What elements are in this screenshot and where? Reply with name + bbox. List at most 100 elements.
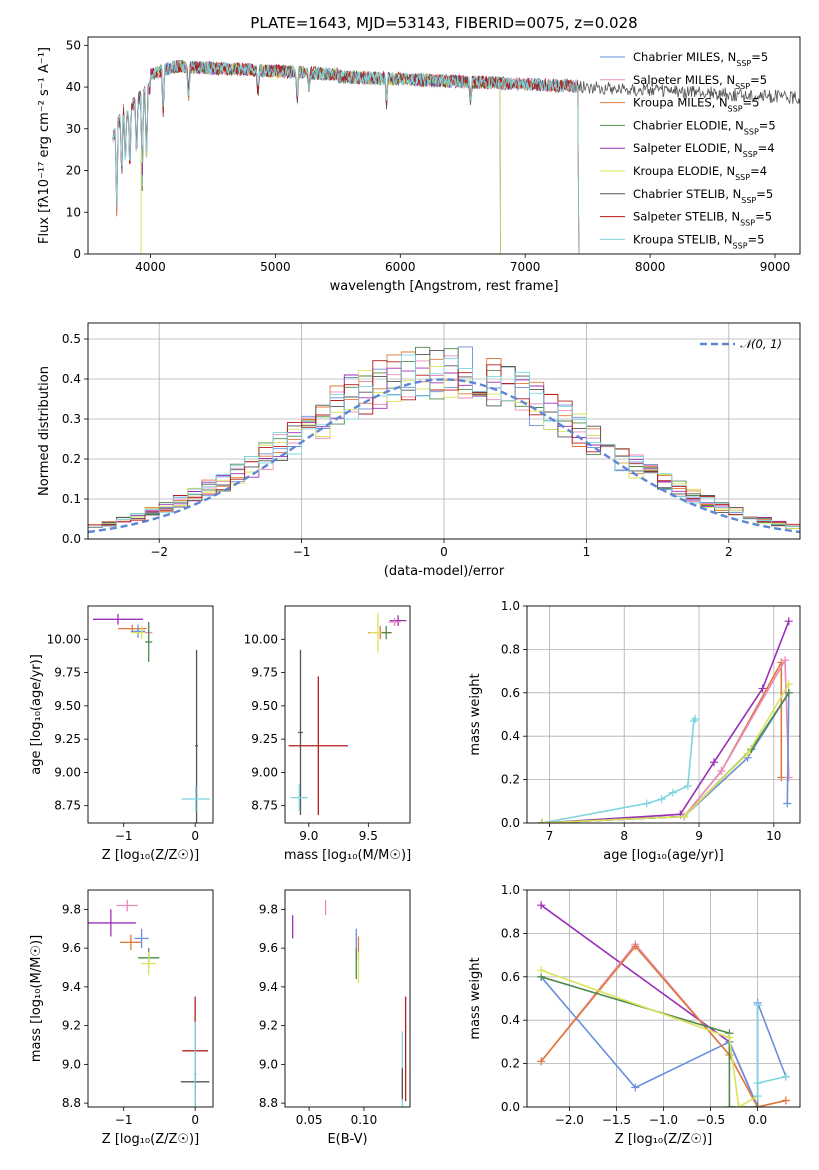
- errorbar-point-3: [130, 624, 146, 638]
- y-tick-label: 0.2: [501, 773, 520, 787]
- y-axis-label: Flux [fλ10⁻¹⁷ erg cm⁻² s⁻¹ A⁻¹]: [37, 47, 52, 244]
- legend-entry-sub: SSP: [743, 150, 758, 159]
- errorbar-point-5: [381, 625, 391, 640]
- y-axis-label: Normed distribution: [37, 366, 52, 496]
- legend-entry-main: Chabrier STELIB, N: [633, 187, 741, 201]
- weight-marker: [777, 773, 786, 782]
- y-tick-label: 0.0: [501, 816, 520, 830]
- y-tick-label: 9.2: [259, 1019, 278, 1033]
- weight-marker: [631, 1083, 640, 1092]
- weight-line-7: [756, 1005, 787, 1097]
- x-axis-label: age [log₁₀(age/yr)]: [603, 848, 724, 863]
- x-tick-label: 9000: [760, 260, 791, 274]
- errorbar-point-7: [298, 649, 303, 816]
- errorbar-point-8: [181, 785, 211, 813]
- weight-line-7: [541, 683, 790, 823]
- x-tick-label: −0.5: [696, 1113, 725, 1127]
- legend-entry-5: Salpeter ELODIE, NSSP=4: [633, 141, 775, 159]
- legend-entry-tail: =4: [750, 164, 767, 178]
- x-tick-label: 9: [695, 829, 703, 843]
- weight-marker: [781, 1096, 790, 1105]
- x-tick-label: 10: [766, 829, 781, 843]
- histogram-7: [88, 349, 800, 528]
- y-axis-label: mass weight: [468, 673, 483, 755]
- legend-entry-sub: SSP: [744, 127, 759, 136]
- y-tick-label: 9.8: [259, 902, 278, 916]
- x-tick-label: −2: [150, 545, 168, 559]
- legend-entry-normal: 𝒩(0, 1): [740, 337, 782, 351]
- legend-entry-2: Salpeter MILES, NSSP=5: [633, 73, 767, 91]
- legend-entry-1: Chabrier MILES, NSSP=5: [633, 50, 768, 68]
- plot-area-6: [88, 899, 210, 1107]
- weight-line-6: [540, 969, 758, 1107]
- y-tick-label: 0.3: [62, 412, 81, 426]
- x-tick-label: 0: [440, 545, 448, 559]
- x-tick-label: −1.0: [649, 1113, 678, 1127]
- y-tick-label: 0.4: [62, 372, 81, 386]
- weight-line-2: [540, 976, 787, 1107]
- spectrum-line-6: [137, 60, 501, 254]
- weight-marker: [781, 1072, 790, 1081]
- legend-entry-tail: =5: [750, 73, 767, 87]
- y-axis-label: age [log₁₀(age/yr)]: [29, 654, 44, 775]
- axes-frame: [87, 605, 214, 824]
- y-tick-label: 9.25: [54, 732, 81, 746]
- y-tick-label: 1.0: [501, 599, 520, 613]
- legend-entry-tail: =5: [751, 50, 768, 64]
- errorbar-point-1: [88, 909, 136, 937]
- panel-2: −2 −1 0 1 2 0.0 0.1 0.2 0.3 0.4 0.5 (data-model)/er…: [37, 322, 801, 579]
- y-tick-label: 0.0: [62, 532, 81, 546]
- legend-entry-sub: SSP: [736, 59, 751, 68]
- legend-entry-tail: =5: [743, 96, 760, 110]
- spectrum-line-9: [112, 60, 580, 254]
- weight-marker: [668, 788, 677, 797]
- y-tick-label: 0.4: [501, 729, 520, 743]
- panel-4: 9.0 9.5 8.75 9.00 9.25 9.50 9.75 10.00 mass [log…: [244, 605, 411, 863]
- y-tick-label: 0.2: [62, 452, 81, 466]
- weight-marker: [537, 966, 546, 975]
- legend-entry-main: Salpeter ELODIE, N: [633, 141, 743, 155]
- y-tick-label: 9.4: [259, 980, 278, 994]
- plot-area-2: [88, 346, 800, 534]
- legend-entry-main: Kroupa ELODIE, N: [633, 164, 735, 178]
- y-tick-label: 9.00: [251, 765, 278, 779]
- y-tick-label: 50: [66, 38, 81, 52]
- y-tick-label: 9.75: [251, 666, 278, 680]
- weight-marker: [784, 688, 793, 697]
- weight-marker: [683, 782, 692, 791]
- y-tick-label: 9.50: [251, 699, 278, 713]
- panel-1: 4000 5000 6000 7000 8000 9000 0 10 20 30 40 50 wavel…: [37, 14, 801, 294]
- y-tick-label: 0.1: [62, 492, 81, 506]
- panel-6: −1 0 8.8 9.0 9.2 9.4 9.6 9.8 Z [log₁₀(Z/Z☉)] mass…: [29, 889, 214, 1147]
- legend-entry-4: Chabrier ELODIE, NSSP=5: [633, 118, 776, 136]
- y-tick-label: 10.00: [244, 632, 278, 646]
- x-tick-label: −2.0: [555, 1113, 584, 1127]
- y-tick-label: 9.00: [54, 765, 81, 779]
- plot-area-4: [288, 612, 407, 816]
- legend-entry-tail: =5: [756, 187, 773, 201]
- y-tick-label: 9.4: [62, 980, 81, 994]
- y-tick-label: 0.8: [501, 642, 520, 656]
- y-tick-label: 9.8: [62, 902, 81, 916]
- y-tick-label: 9.0: [62, 1057, 81, 1071]
- y-tick-label: 8.8: [259, 1096, 278, 1110]
- weight-line-2: [541, 620, 790, 823]
- x-axis-label: (data-model)/error: [384, 564, 505, 579]
- legend-entry-6: Kroupa ELODIE, NSSP=4: [633, 164, 767, 182]
- weight-marker: [784, 680, 793, 689]
- x-tick-label: 5000: [260, 260, 291, 274]
- weight-marker: [537, 819, 546, 823]
- weight-marker: [691, 714, 700, 723]
- axes-frame: [526, 889, 801, 1108]
- errorbar-point-9: [193, 1021, 197, 1107]
- weight-marker: [758, 684, 767, 693]
- legend-entry-sub: SSP: [741, 195, 756, 204]
- weight-line-5: [540, 976, 758, 1107]
- axes-frame: [87, 889, 214, 1108]
- weight-line-5: [541, 689, 790, 823]
- weight-marker: [709, 758, 718, 767]
- normal-reference-curve: [88, 378, 800, 534]
- weight-marker: [781, 656, 790, 665]
- y-axis-label: mass [log₁₀(M/M☉)]: [29, 935, 44, 1062]
- spectrum-line-5: [137, 60, 501, 254]
